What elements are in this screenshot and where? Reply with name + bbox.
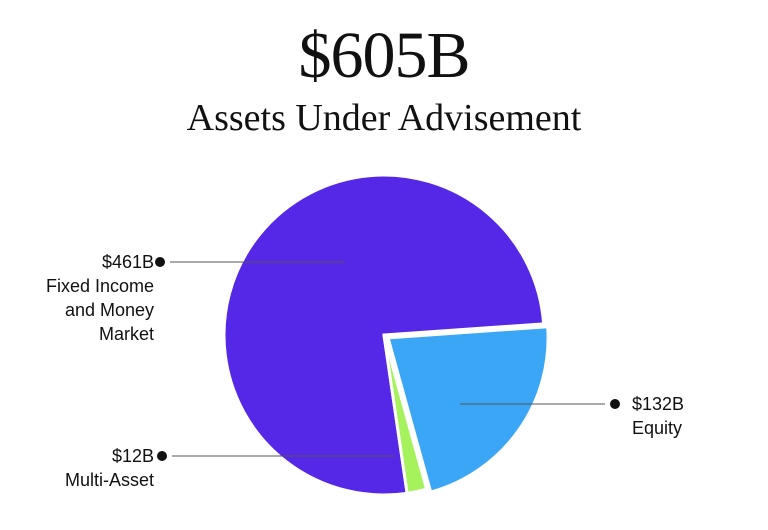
- value-label: $12B: [111, 446, 154, 466]
- leaders: [155, 257, 620, 461]
- value-label: $132B: [632, 394, 685, 414]
- chart-subtitle: Assets Under Advisement: [186, 97, 582, 139]
- leader-dot: [157, 451, 167, 461]
- leader-dot: [155, 257, 165, 267]
- slice-label: $461B Fixed Income and Money Market: [20, 250, 154, 346]
- slice-label: $12B Multi-Asset: [20, 444, 154, 492]
- category-label: Multi-Asset: [64, 470, 154, 490]
- value-label: $461B: [101, 252, 154, 272]
- chart-title: $605B: [298, 19, 470, 92]
- category-label: Equity: [632, 418, 683, 438]
- slice-label: $132B Equity: [632, 392, 752, 440]
- pie-slice: [382, 334, 429, 496]
- leader-dot: [610, 399, 620, 409]
- category-label: Fixed Income and Money Market: [45, 276, 154, 344]
- pie-slice: [386, 325, 550, 494]
